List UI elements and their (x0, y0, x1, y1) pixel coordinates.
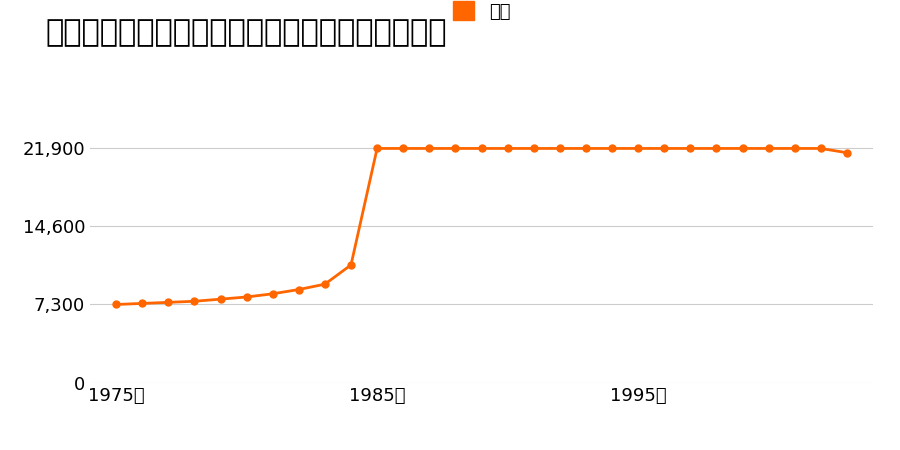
Text: 青森県青森市大字宮田字玉水１８９番の地価推移: 青森県青森市大字宮田字玉水１８９番の地価推移 (45, 18, 446, 47)
Legend: 価格: 価格 (446, 0, 518, 28)
